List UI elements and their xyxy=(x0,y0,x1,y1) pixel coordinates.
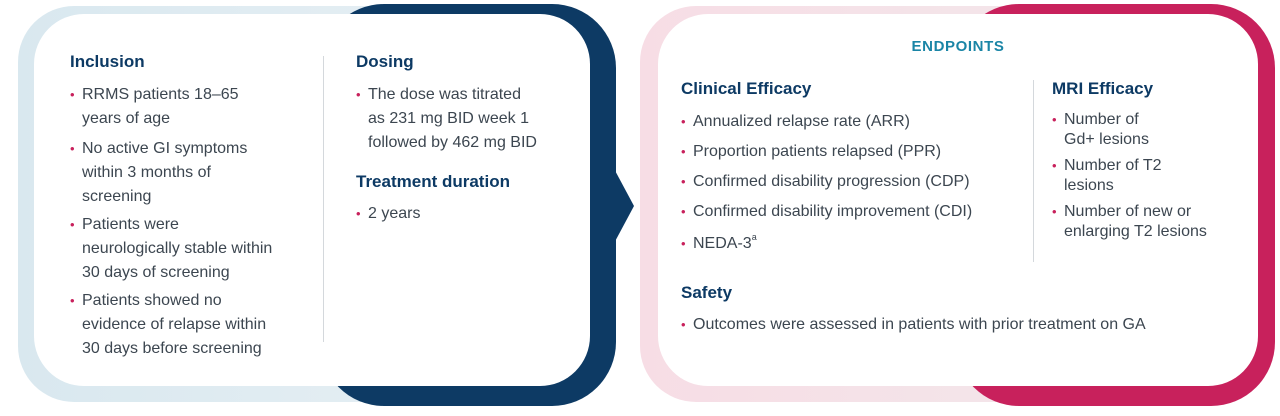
inclusion-item: RRMS patients 18–65 years of age xyxy=(70,83,310,131)
inclusion-item-line: 30 days of screening xyxy=(82,264,230,281)
inclusion-item: Patients showed no evidence of relapse w… xyxy=(70,289,310,361)
dosing-item-line: as 231 mg BID week 1 xyxy=(368,110,529,127)
mri-efficacy-item-line: lesions xyxy=(1064,177,1114,194)
dosing-heading: Dosing xyxy=(356,52,414,71)
mri-efficacy-item: Number of Gd+ lesions xyxy=(1052,110,1242,150)
mri-efficacy-item-line: Gd+ lesions xyxy=(1064,131,1149,148)
safety-list: Outcomes were assessed in patients with … xyxy=(681,313,1241,337)
mri-efficacy-heading: MRI Efficacy xyxy=(1052,79,1154,98)
mri-efficacy-item: Number of T2 lesions xyxy=(1052,156,1242,196)
dosing-item: The dose was titrated as 231 mg BID week… xyxy=(356,83,576,155)
neda-footnote-marker: a xyxy=(751,232,757,242)
inclusion-item-line: Patients showed no xyxy=(82,292,222,309)
mri-efficacy-list: Number of Gd+ lesions Number of T2 lesio… xyxy=(1052,110,1242,242)
left-column-divider xyxy=(323,56,324,342)
safety-item: Outcomes were assessed in patients with … xyxy=(681,313,1241,337)
clinical-efficacy-item: Confirmed disability improvement (CDI) xyxy=(681,200,1026,224)
inclusion-item-line: years of age xyxy=(82,110,171,127)
inclusion-heading: Inclusion xyxy=(70,52,145,71)
inclusion-item: Patients were neurologically stable with… xyxy=(70,213,310,285)
mri-efficacy-item-line: Number of T2 xyxy=(1064,157,1162,174)
dosing-list: The dose was titrated as 231 mg BID week… xyxy=(356,83,576,155)
clinical-efficacy-item: NEDA-3a xyxy=(681,232,1026,257)
endpoints-title: ENDPOINTS xyxy=(911,38,1005,55)
inclusion-item-line: RRMS patients 18–65 xyxy=(82,86,239,103)
inclusion-list: RRMS patients 18–65 years of age No acti… xyxy=(70,83,310,361)
inclusion-item-line: 30 days before screening xyxy=(82,340,262,357)
safety-heading: Safety xyxy=(681,283,733,302)
clinical-efficacy-item: Proportion patients relapsed (PPR) xyxy=(681,140,1026,164)
mri-efficacy-item-line: Number of new or xyxy=(1064,203,1192,220)
mri-efficacy-item-line: Number of xyxy=(1064,111,1139,128)
right-column-divider xyxy=(1033,80,1034,262)
clinical-efficacy-list: Annualized relapse rate (ARR) Proportion… xyxy=(681,110,1026,257)
inclusion-item-line: evidence of relapse within xyxy=(82,316,267,333)
clinical-efficacy-item: Confirmed disability progression (CDP) xyxy=(681,170,1026,194)
inclusion-item: No active GI symptoms within 3 months of… xyxy=(70,137,310,209)
dosing-item-line: followed by 462 mg BID xyxy=(368,134,537,151)
mri-efficacy-item-line: enlarging T2 lesions xyxy=(1064,223,1207,240)
treatment-duration-list: 2 years xyxy=(356,202,576,226)
inclusion-item-line: No active GI symptoms xyxy=(82,140,248,157)
treatment-duration-heading: Treatment duration xyxy=(356,172,510,191)
mri-efficacy-item: Number of new or enlarging T2 lesions xyxy=(1052,202,1242,242)
inclusion-item-line: neurologically stable within xyxy=(82,240,273,257)
inclusion-item-line: Patients were xyxy=(82,216,179,233)
treatment-duration-item: 2 years xyxy=(356,202,576,226)
inclusion-item-line: screening xyxy=(82,188,152,205)
clinical-efficacy-heading: Clinical Efficacy xyxy=(681,79,812,98)
neda-label: NEDA-3 xyxy=(693,235,752,252)
arrow-right-icon xyxy=(604,150,634,262)
dosing-item-line: The dose was titrated xyxy=(368,86,521,103)
clinical-efficacy-item: Annualized relapse rate (ARR) xyxy=(681,110,1026,134)
inclusion-item-line: within 3 months of xyxy=(82,164,211,181)
